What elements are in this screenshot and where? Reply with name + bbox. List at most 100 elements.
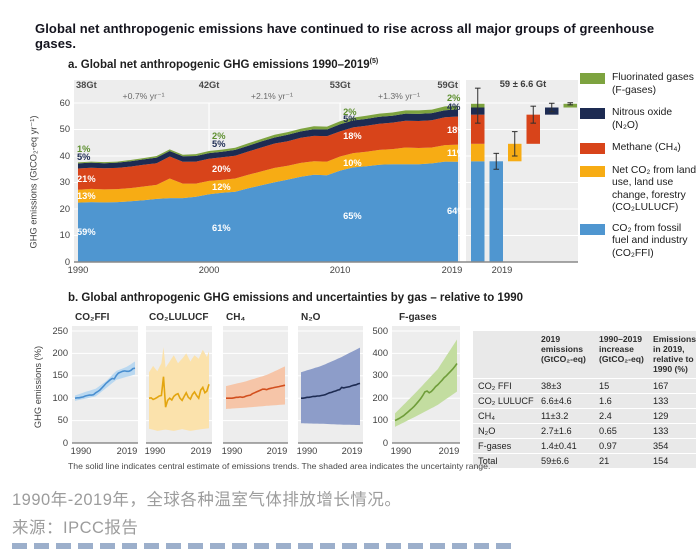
panel-a-y-tick: 50 xyxy=(59,124,70,134)
cropped-text-line xyxy=(12,543,517,549)
table-cell: CO₂ FFI xyxy=(478,380,512,391)
legend-swatch-blue xyxy=(580,223,605,235)
table-cell: 2.7±1.6 xyxy=(541,425,572,436)
panel-a-title-text: a. Global net anthropogenic GHG emission… xyxy=(68,58,370,71)
panel-b-x-tick: 1990 xyxy=(144,446,166,456)
table-cell: 2.4 xyxy=(599,410,612,421)
share-label: 21% xyxy=(77,173,96,184)
table-cell: 167 xyxy=(653,380,669,391)
table-row: Total 59±6.6 21 154 xyxy=(473,452,696,468)
bar-2019-x-tick: 2019 xyxy=(491,265,513,275)
table-cell: 59±6.6 xyxy=(541,455,570,466)
share-label: 12% xyxy=(212,182,231,193)
area-series-4 xyxy=(78,105,458,164)
legend-swatch-yellow xyxy=(580,165,605,177)
share-label: 4% xyxy=(447,101,461,112)
table-row: CH₄ 11±3.2 2.4 129 xyxy=(473,407,696,423)
panel-b-x-tick: 2019 xyxy=(190,446,212,456)
total-annotation: 38Gt xyxy=(76,80,97,90)
share-label: 20% xyxy=(212,164,231,175)
bar-2019-total-label: 59 ± 6.6 Gt xyxy=(499,79,547,89)
panel-b-y-tick: 0 xyxy=(62,437,68,448)
share-label: 61% xyxy=(212,222,231,233)
table-cell: 1.6 xyxy=(599,395,612,406)
bar-segment-red xyxy=(471,114,485,144)
panel-b-x-tick: 2019 xyxy=(266,446,288,456)
share-label: 2% xyxy=(447,93,461,104)
legend-label: Net CO₂ from land use, land use change, … xyxy=(612,164,697,214)
panel-b-y-tick: 200 xyxy=(52,347,68,358)
legend-label: CO₂ from fossil fuel and industry (CO₂FF… xyxy=(612,222,688,260)
panel-a-y-tick: 30 xyxy=(59,177,70,187)
table-cell: 21 xyxy=(599,455,610,466)
legend-item: Nitrous oxide (N₂O) xyxy=(580,107,700,132)
bar-segment-green xyxy=(563,103,577,108)
share-label: 2% xyxy=(212,131,226,142)
share-label: 5% xyxy=(77,152,91,163)
uncertainty-band-3 xyxy=(301,347,360,426)
table-cell: 15 xyxy=(599,380,610,391)
panel-b-chart xyxy=(72,326,460,444)
table-cell: 354 xyxy=(653,440,669,451)
panel-b-y-tick: 300 xyxy=(372,370,388,381)
table-header-row: 2019 emissions (GtCO₂-eq) 1990–2019 incre… xyxy=(473,331,696,378)
total-annotation: 59Gt xyxy=(437,80,458,90)
legend-item: Fluorinated gases (F-gases) xyxy=(580,72,700,97)
panel-b-y-tick: 250 xyxy=(52,325,68,336)
share-label: 10% xyxy=(343,157,362,168)
uncertainty-band-0 xyxy=(75,361,135,401)
legend-swatch-red xyxy=(580,143,605,155)
table-header-cell xyxy=(473,331,539,378)
bar-segment-blue xyxy=(471,161,485,262)
panel-b-subpanel-title: CH₄ xyxy=(226,312,246,323)
area-series-0 xyxy=(78,161,458,262)
table-cell: 133 xyxy=(653,425,669,436)
uncertainty-band-4 xyxy=(395,339,457,427)
panel-b-x-tick: 2019 xyxy=(116,446,138,456)
table-cell: CH₄ xyxy=(478,410,496,421)
share-label: 18% xyxy=(447,125,466,136)
total-annotation: 42Gt xyxy=(198,80,220,90)
table-header-cell: 2019 emissions (GtCO₂-eq) xyxy=(541,334,586,364)
share-label: 65% xyxy=(343,210,362,221)
panel-b-footnote: The solid line indicates central estimat… xyxy=(68,461,491,471)
area-series-3 xyxy=(78,109,458,169)
legend-label: Methane (CH₄) xyxy=(612,142,681,154)
share-label: 5% xyxy=(343,114,357,125)
uncertainty-band-1 xyxy=(149,347,209,431)
legend-swatch-green xyxy=(580,73,605,84)
panel-b-y-tick: 100 xyxy=(52,392,68,403)
table-cell: 1.4±0.41 xyxy=(541,440,577,451)
legend-item: Net CO₂ from land use, land use change, … xyxy=(580,165,700,215)
table-cell: Total xyxy=(478,455,498,466)
panel-b-x-tick: 1990 xyxy=(390,446,412,456)
total-annotation: 53Gt xyxy=(329,80,351,90)
panel-a-title: a. Global net anthropogenic GHG emission… xyxy=(68,58,378,71)
table-cell: 133 xyxy=(653,395,669,406)
table-cell: 11±3.2 xyxy=(541,410,569,421)
area-series-1 xyxy=(78,144,458,203)
bar-segment-yellow xyxy=(471,143,485,162)
table-header-cell: 1990–2019 increase (GtCO₂-eq) xyxy=(599,334,644,364)
legend-item: Methane (CH₄) xyxy=(580,142,700,155)
panel-a-y-tick: 0 xyxy=(64,256,70,267)
bar-segment-blue xyxy=(489,161,503,262)
table-row: N₂O 2.7±1.6 0.65 133 xyxy=(473,422,696,438)
table-row: CO₂ FFI 38±3 15 167 xyxy=(473,377,696,393)
panel-b-subpanel-title: CO₂FFI xyxy=(75,312,110,323)
area-series-2 xyxy=(78,116,458,190)
summary-table: 2019 emissions (GtCO₂-eq) 1990–2019 incre… xyxy=(473,331,696,468)
growth-rate-annotation: +2.1% yr⁻¹ xyxy=(250,91,293,101)
table-row: F-gases 1.4±0.41 0.97 354 xyxy=(473,437,696,453)
panel-a-y-tick: 20 xyxy=(59,203,70,214)
panel-a-chart xyxy=(74,80,578,263)
trend-line-1 xyxy=(148,376,210,408)
panel-a-x-tick: 1990 xyxy=(67,265,89,275)
figure-title: Global net anthropogenic emissions have … xyxy=(35,21,655,51)
table-cell: 0.65 xyxy=(599,425,617,436)
panel-b-x-tick: 1990 xyxy=(296,446,318,456)
table-cell: 0.97 xyxy=(599,440,617,451)
panel-b-y-tick: 0 xyxy=(382,437,388,448)
panel-b-y-tick: 500 xyxy=(372,325,388,336)
